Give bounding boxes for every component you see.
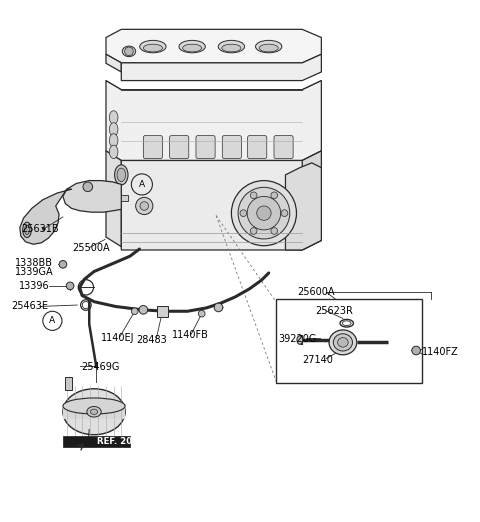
Ellipse shape (337, 338, 348, 347)
Circle shape (42, 228, 45, 230)
Circle shape (139, 305, 148, 314)
Ellipse shape (140, 40, 166, 53)
Ellipse shape (179, 40, 205, 53)
FancyBboxPatch shape (144, 136, 162, 159)
Text: 39220G: 39220G (278, 334, 317, 343)
FancyBboxPatch shape (169, 136, 189, 159)
Ellipse shape (222, 44, 241, 52)
Polygon shape (106, 80, 322, 160)
Polygon shape (157, 305, 168, 317)
Text: 28483: 28483 (137, 335, 168, 345)
Ellipse shape (144, 44, 162, 52)
Ellipse shape (333, 334, 352, 351)
Text: 25463E: 25463E (11, 302, 48, 312)
Text: 1338BB: 1338BB (15, 258, 53, 268)
Ellipse shape (182, 44, 202, 52)
Ellipse shape (115, 165, 128, 185)
Ellipse shape (218, 40, 244, 53)
Polygon shape (63, 405, 125, 419)
Ellipse shape (109, 123, 118, 136)
Circle shape (257, 206, 271, 220)
Text: 1140FB: 1140FB (172, 330, 209, 340)
Circle shape (281, 210, 288, 217)
Ellipse shape (122, 46, 136, 56)
Ellipse shape (24, 225, 29, 235)
Polygon shape (121, 151, 322, 250)
Text: 1140FZ: 1140FZ (422, 347, 458, 357)
Text: A: A (49, 316, 56, 325)
Polygon shape (20, 189, 72, 244)
Circle shape (66, 282, 74, 290)
Circle shape (250, 192, 257, 199)
Ellipse shape (255, 40, 282, 53)
Ellipse shape (117, 168, 126, 182)
Text: 25500A: 25500A (72, 243, 110, 253)
Polygon shape (65, 377, 72, 390)
Circle shape (240, 210, 247, 217)
Ellipse shape (90, 409, 97, 414)
Circle shape (271, 192, 277, 199)
Ellipse shape (109, 134, 118, 147)
Circle shape (214, 303, 223, 312)
Ellipse shape (23, 222, 31, 238)
Polygon shape (106, 151, 121, 246)
Circle shape (59, 260, 67, 268)
Ellipse shape (109, 111, 118, 124)
Polygon shape (106, 29, 322, 63)
Circle shape (136, 197, 153, 215)
Ellipse shape (259, 44, 278, 52)
Circle shape (247, 196, 281, 230)
Ellipse shape (329, 330, 357, 355)
Text: 1339GA: 1339GA (15, 267, 54, 277)
Ellipse shape (109, 145, 118, 159)
Text: REF. 20-213A: REF. 20-213A (97, 437, 161, 446)
Circle shape (140, 201, 149, 210)
Polygon shape (121, 54, 322, 80)
Polygon shape (106, 54, 121, 72)
Ellipse shape (297, 336, 303, 345)
Circle shape (231, 181, 297, 246)
Circle shape (132, 308, 138, 315)
FancyBboxPatch shape (274, 136, 293, 159)
Text: 25469G: 25469G (81, 362, 120, 372)
Circle shape (125, 47, 133, 56)
Text: 25600A: 25600A (298, 287, 335, 296)
Polygon shape (302, 151, 322, 250)
Ellipse shape (63, 398, 125, 414)
FancyBboxPatch shape (222, 136, 241, 159)
Circle shape (271, 228, 277, 234)
Circle shape (412, 346, 420, 355)
Text: 27140: 27140 (302, 354, 333, 364)
Bar (63, 436, 130, 447)
Text: 25623R: 25623R (315, 306, 353, 316)
FancyBboxPatch shape (196, 136, 215, 159)
Text: A: A (139, 180, 145, 189)
Ellipse shape (87, 407, 101, 417)
Text: 13396: 13396 (19, 281, 49, 291)
Polygon shape (121, 195, 128, 201)
Circle shape (250, 228, 257, 234)
Ellipse shape (63, 389, 125, 435)
Circle shape (83, 182, 93, 192)
FancyBboxPatch shape (248, 136, 267, 159)
Polygon shape (63, 181, 121, 212)
Polygon shape (286, 163, 322, 250)
Bar (276, 299, 422, 383)
Text: 1140EJ: 1140EJ (101, 333, 135, 343)
Circle shape (198, 310, 205, 317)
Text: 25631B: 25631B (21, 224, 59, 234)
Circle shape (238, 187, 290, 239)
